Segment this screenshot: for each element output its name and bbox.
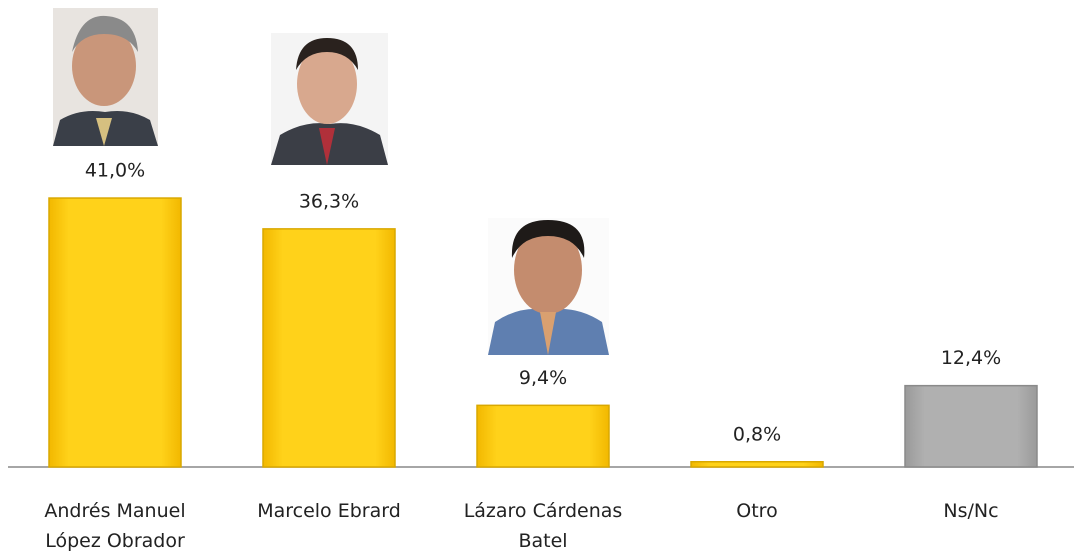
bar [262,228,396,468]
value-label: 9,4% [519,367,567,389]
x-tick-label: Marcelo Ebrard [257,500,401,522]
value-label: 0,8% [733,423,781,445]
bar [48,197,182,468]
photo [488,218,609,355]
value-label: 12,4% [941,347,1001,369]
photo [271,33,388,165]
bar [690,461,824,468]
photo [53,8,158,146]
x-tick-label: Andrés Manuel López Obrador [44,500,186,552]
value-label: 36,3% [299,190,359,212]
x-tick-label: Lázaro Cárdenas Batel [463,500,623,552]
bar [476,404,610,468]
value-label: 41,0% [85,160,145,182]
x-tick-label: Otro [736,500,778,522]
bar [904,384,1038,468]
x-tick-label: Ns/Nc [943,500,999,522]
